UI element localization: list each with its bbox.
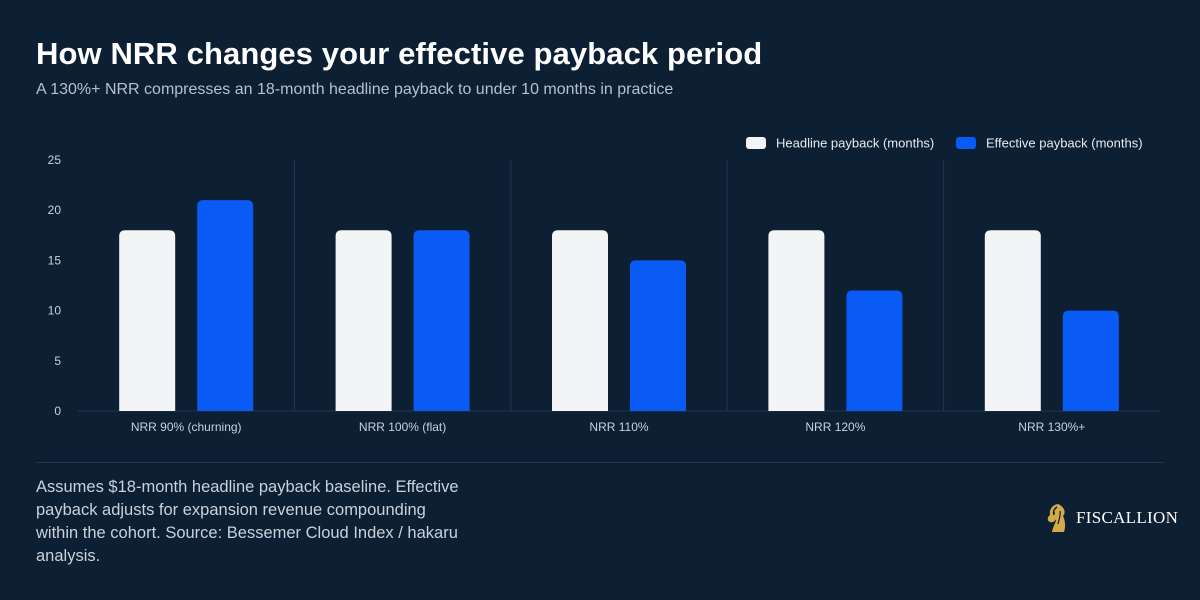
chart-subtitle: A 130%+ NRR compresses an 18-month headl… xyxy=(36,81,674,98)
x-tick-label: NRR 100% (flat) xyxy=(359,420,446,434)
brand-name: FISCALLION xyxy=(1076,508,1179,527)
footnote: Assumes $18-month headline payback basel… xyxy=(36,478,459,565)
y-tick-label: 20 xyxy=(48,203,62,217)
y-tick-label: 5 xyxy=(54,354,61,368)
y-tick-label: 0 xyxy=(54,404,61,418)
y-tick-label: 15 xyxy=(48,253,62,267)
x-tick-label: NRR 120% xyxy=(805,420,865,434)
bar-headline xyxy=(552,230,608,411)
x-tick-label: NRR 130%+ xyxy=(1018,420,1085,434)
chart-title: How NRR changes your effective payback p… xyxy=(36,36,763,71)
legend-label: Headline payback (months) xyxy=(776,136,934,151)
bar-effective xyxy=(630,260,686,411)
bar-headline xyxy=(768,230,825,411)
x-tick-label: NRR 90% (churning) xyxy=(131,420,242,434)
bar-effective xyxy=(413,230,470,411)
brand-logo: FISCALLION xyxy=(1044,502,1178,534)
bar-effective xyxy=(1062,310,1119,411)
legend-label: Effective payback (months) xyxy=(986,136,1143,151)
footer-divider xyxy=(36,462,1164,463)
y-tick-label: 10 xyxy=(48,304,62,318)
horse-head-icon xyxy=(1047,504,1066,532)
legend-swatch xyxy=(746,137,766,149)
bar-effective xyxy=(197,200,254,411)
bar-headline xyxy=(335,230,392,411)
bar-headline xyxy=(984,230,1041,411)
y-tick-label: 25 xyxy=(48,153,62,167)
bar-effective xyxy=(846,290,903,411)
bar-headline xyxy=(119,230,176,411)
x-tick-label: NRR 110% xyxy=(589,420,648,434)
bar-chart: 0 5 10 15 20 25 NRR 90% (churning) NRR 100% (fl… xyxy=(48,136,1160,434)
legend-swatch xyxy=(956,137,976,149)
